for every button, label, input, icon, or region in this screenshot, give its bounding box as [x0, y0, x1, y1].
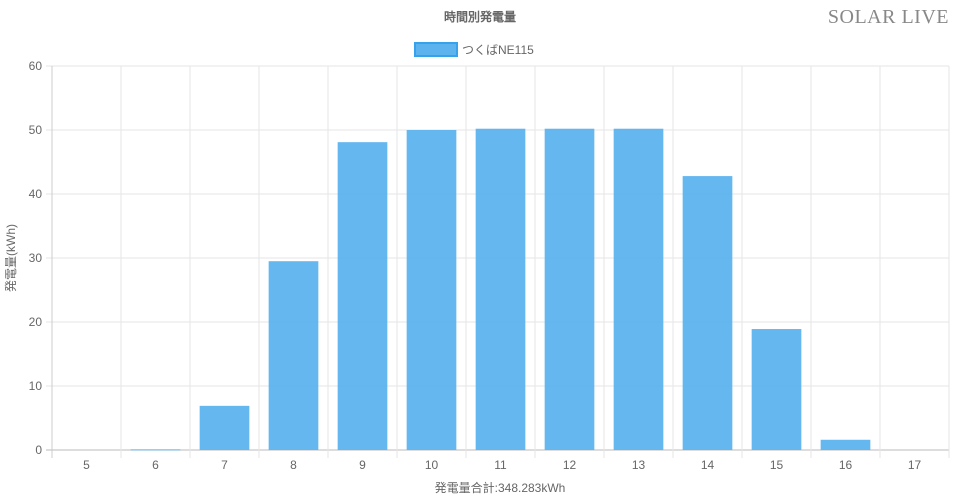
bar-8 [268, 261, 319, 450]
bar-16 [820, 439, 871, 450]
x-tick-label: 16 [839, 458, 853, 472]
x-tick-label: 14 [701, 458, 715, 472]
x-tick-label: 12 [563, 458, 577, 472]
x-tick-label: 7 [221, 458, 228, 472]
bar-14 [682, 176, 733, 450]
x-tick-label: 13 [632, 458, 646, 472]
x-tick-label: 8 [290, 458, 297, 472]
legend-swatch [414, 42, 458, 57]
bar-6 [130, 449, 181, 451]
legend-label: つくばNE115 [462, 43, 534, 57]
y-tick-label: 50 [29, 123, 43, 137]
x-axis-label: 発電量合計:348.283kWh [435, 480, 566, 495]
x-tick-label: 11 [494, 458, 507, 472]
bar-7 [199, 405, 250, 450]
x-tick-label: 17 [908, 458, 922, 472]
y-tick-label: 30 [29, 251, 43, 265]
bar-11 [475, 128, 526, 450]
bar-13 [613, 128, 664, 450]
bar-10 [406, 130, 457, 450]
bar-9 [337, 142, 388, 450]
x-tick-label: 6 [152, 458, 159, 472]
legend[interactable]: つくばNE115 [414, 42, 534, 57]
x-tick-label: 9 [359, 458, 366, 472]
y-tick-label: 10 [29, 379, 43, 393]
x-tick-label: 5 [83, 458, 90, 472]
bar-15 [751, 329, 802, 450]
y-axis-label: 発電量(kWh) [4, 224, 18, 292]
y-tick-label: 20 [29, 315, 43, 329]
y-tick-label: 0 [35, 443, 42, 457]
solar-live-logo: SOLAR LIVE [827, 6, 949, 28]
x-tick-label: 10 [425, 458, 439, 472]
y-tick-label: 60 [29, 59, 43, 73]
chart-title: 時間別発電量 [444, 9, 516, 24]
x-tick-label: 15 [770, 458, 784, 472]
y-tick-label: 40 [29, 187, 43, 201]
bar-12 [544, 128, 595, 450]
